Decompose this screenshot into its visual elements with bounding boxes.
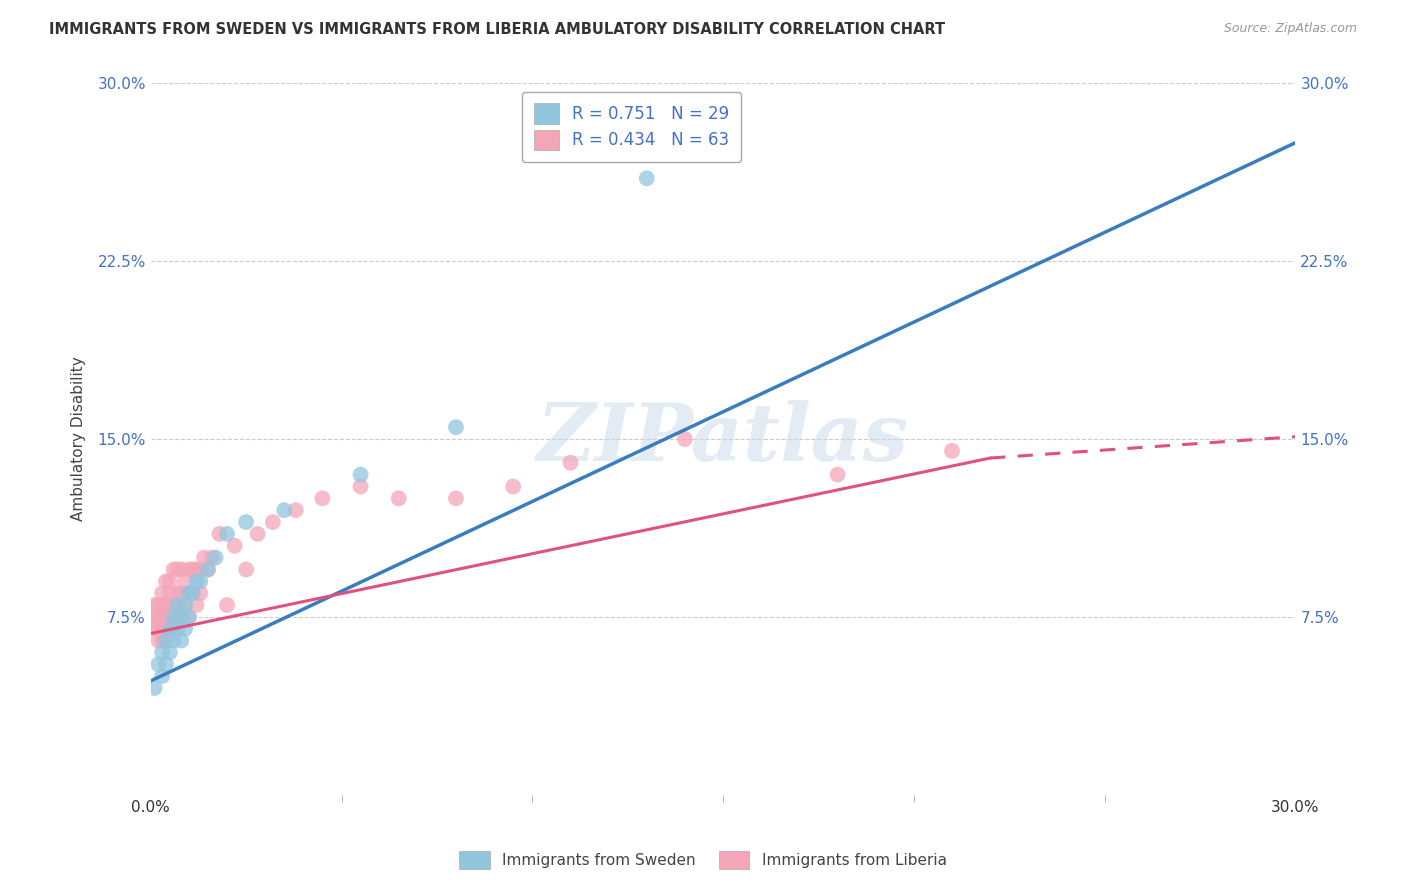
Point bbox=[143, 610, 166, 624]
Point bbox=[388, 491, 411, 506]
Point bbox=[181, 586, 204, 600]
Point bbox=[166, 610, 188, 624]
Point bbox=[166, 586, 188, 600]
Point bbox=[159, 622, 181, 636]
Point bbox=[177, 610, 200, 624]
Point bbox=[186, 574, 208, 589]
Point bbox=[162, 562, 184, 576]
Point bbox=[150, 645, 173, 659]
Point bbox=[148, 598, 170, 612]
Y-axis label: Ambulatory Disability: Ambulatory Disability bbox=[72, 357, 86, 522]
Point bbox=[155, 633, 177, 648]
Point bbox=[636, 171, 658, 186]
Point bbox=[155, 574, 177, 589]
Point bbox=[349, 479, 371, 493]
Point bbox=[177, 586, 200, 600]
Point bbox=[186, 562, 208, 576]
Point bbox=[177, 586, 200, 600]
Point bbox=[170, 586, 193, 600]
Point bbox=[170, 633, 193, 648]
Point bbox=[150, 610, 173, 624]
Point bbox=[235, 562, 257, 576]
Point bbox=[673, 432, 696, 446]
Point bbox=[162, 610, 184, 624]
Point bbox=[170, 562, 193, 576]
Text: Source: ZipAtlas.com: Source: ZipAtlas.com bbox=[1223, 22, 1357, 36]
Point bbox=[159, 598, 181, 612]
Point bbox=[148, 633, 170, 648]
Point bbox=[166, 622, 188, 636]
Point bbox=[188, 574, 211, 589]
Point bbox=[170, 610, 193, 624]
Point bbox=[155, 598, 177, 612]
Point bbox=[148, 657, 170, 672]
Point bbox=[159, 586, 181, 600]
Point bbox=[174, 598, 197, 612]
Point bbox=[246, 527, 269, 541]
Point bbox=[148, 610, 170, 624]
Point bbox=[177, 562, 200, 576]
Point bbox=[155, 610, 177, 624]
Point bbox=[150, 598, 173, 612]
Point bbox=[166, 598, 188, 612]
Point bbox=[159, 622, 181, 636]
Point bbox=[177, 610, 200, 624]
Point bbox=[181, 562, 204, 576]
Point bbox=[201, 550, 224, 565]
Point bbox=[174, 574, 197, 589]
Legend: R = 0.751   N = 29, R = 0.434   N = 63: R = 0.751 N = 29, R = 0.434 N = 63 bbox=[522, 92, 741, 161]
Point bbox=[444, 491, 467, 506]
Point bbox=[197, 562, 219, 576]
Point bbox=[159, 645, 181, 659]
Point bbox=[235, 515, 257, 529]
Point bbox=[148, 622, 170, 636]
Point bbox=[311, 491, 333, 506]
Point bbox=[941, 444, 963, 458]
Point bbox=[181, 586, 204, 600]
Point bbox=[155, 633, 177, 648]
Point bbox=[188, 562, 211, 576]
Point bbox=[162, 610, 184, 624]
Point bbox=[170, 610, 193, 624]
Point bbox=[827, 467, 849, 482]
Point bbox=[143, 622, 166, 636]
Point bbox=[150, 622, 173, 636]
Point bbox=[197, 562, 219, 576]
Point bbox=[284, 503, 307, 517]
Point bbox=[159, 610, 181, 624]
Point bbox=[166, 562, 188, 576]
Point bbox=[215, 598, 238, 612]
Point bbox=[150, 586, 173, 600]
Point bbox=[159, 574, 181, 589]
Point bbox=[224, 539, 246, 553]
Point bbox=[174, 622, 197, 636]
Point bbox=[174, 598, 197, 612]
Point bbox=[262, 515, 284, 529]
Point bbox=[208, 527, 231, 541]
Point bbox=[188, 586, 211, 600]
Point bbox=[162, 598, 184, 612]
Point bbox=[186, 598, 208, 612]
Legend: Immigrants from Sweden, Immigrants from Liberia: Immigrants from Sweden, Immigrants from … bbox=[453, 845, 953, 875]
Point bbox=[502, 479, 524, 493]
Point bbox=[273, 503, 295, 517]
Point bbox=[162, 622, 184, 636]
Point bbox=[150, 669, 173, 683]
Point bbox=[166, 598, 188, 612]
Point bbox=[143, 598, 166, 612]
Point bbox=[193, 550, 215, 565]
Point bbox=[162, 633, 184, 648]
Point bbox=[444, 420, 467, 434]
Point bbox=[204, 550, 226, 565]
Point bbox=[143, 681, 166, 695]
Text: ZIPatlas: ZIPatlas bbox=[537, 401, 910, 478]
Point bbox=[155, 622, 177, 636]
Point bbox=[155, 657, 177, 672]
Point bbox=[349, 467, 371, 482]
Point bbox=[215, 527, 238, 541]
Point bbox=[560, 456, 582, 470]
Text: IMMIGRANTS FROM SWEDEN VS IMMIGRANTS FROM LIBERIA AMBULATORY DISABILITY CORRELAT: IMMIGRANTS FROM SWEDEN VS IMMIGRANTS FRO… bbox=[49, 22, 945, 37]
Point bbox=[150, 633, 173, 648]
